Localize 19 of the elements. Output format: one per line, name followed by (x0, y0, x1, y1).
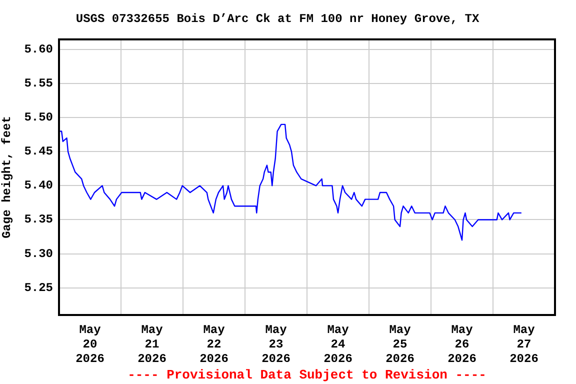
y-axis-title: Gage height, feet (0, 116, 14, 238)
x-tick-label: May 27 2026 (510, 323, 538, 366)
x-tick-label: May 20 2026 (76, 323, 104, 366)
y-tick-label: 5.25 (24, 280, 53, 295)
y-tick-label: 5.50 (24, 110, 53, 125)
y-tick-label: 5.60 (24, 42, 53, 57)
x-tick-label: May 21 2026 (138, 323, 166, 366)
y-tick-label: 5.35 (24, 212, 53, 227)
y-tick-label: 5.30 (24, 246, 53, 261)
x-tick-label: May 22 2026 (200, 323, 228, 366)
x-tick-label: May 25 2026 (386, 323, 414, 366)
chart-title: USGS 07332655 Bois D’Arc Ck at FM 100 nr Honey Grove, TX (76, 12, 480, 26)
x-tick-label: May 26 2026 (448, 323, 476, 366)
y-tick-label: 5.45 (24, 144, 53, 159)
text: ---- Provisional Data Subject to Revision ---- (128, 367, 486, 382)
y-tick-label: 5.40 (24, 178, 53, 193)
y-tick-label: 5.55 (24, 76, 53, 91)
x-tick-label: May 23 2026 (262, 323, 290, 366)
x-tick-label: May 24 2026 (324, 323, 352, 366)
